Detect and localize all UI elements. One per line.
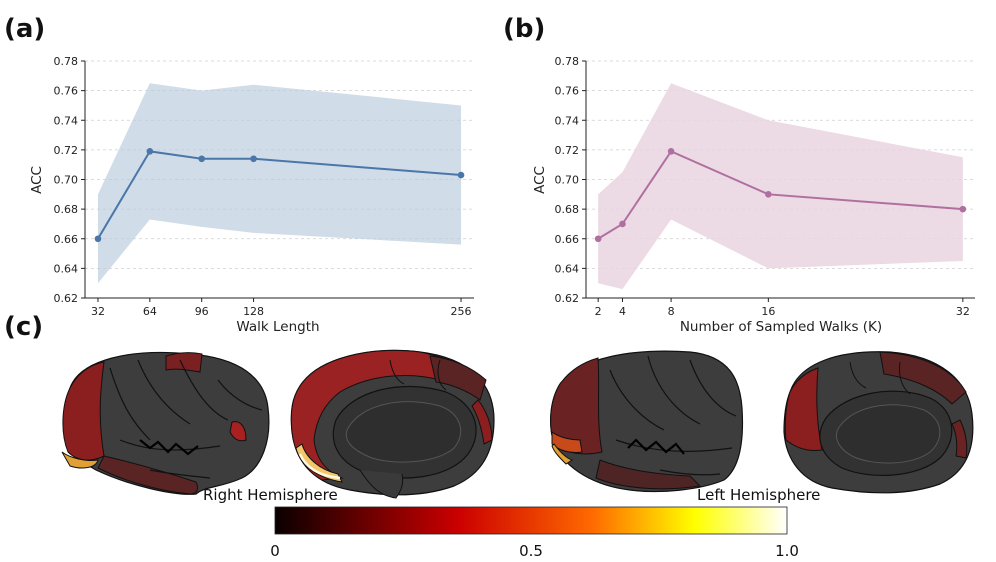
colorbar-tick-2: 1.0 bbox=[775, 542, 799, 560]
chart-b-xtick-label: 32 bbox=[956, 305, 970, 318]
panel-label-a: (a) bbox=[4, 14, 46, 44]
chart-b-xtick-label: 8 bbox=[668, 305, 675, 318]
chart-b-ytick-label: 0.68 bbox=[555, 203, 580, 216]
right-hemisphere-label: Right Hemisphere bbox=[203, 486, 338, 504]
chart-b-xtick-label: 2 bbox=[595, 305, 602, 318]
chart-a-ytick-label: 0.64 bbox=[54, 262, 79, 275]
chart-a-data-point bbox=[198, 155, 205, 163]
chart-b-data-point bbox=[667, 148, 675, 155]
chart-a-ytick-label: 0.76 bbox=[54, 85, 79, 98]
chart-b-ytick-label: 0.78 bbox=[555, 55, 580, 68]
chart-b-data-point bbox=[959, 205, 967, 213]
brain-right-lateral bbox=[61, 351, 270, 495]
chart-b-xlabel: Number of Sampled Walks (K) bbox=[680, 319, 882, 335]
chart-a-data-point bbox=[250, 155, 257, 163]
chart-b-ytick-label: 0.62 bbox=[555, 292, 580, 305]
colorbar-tick-1: 0.5 bbox=[519, 542, 543, 560]
chart-b-ytick-label: 0.74 bbox=[555, 114, 580, 127]
chart-a-xtick-label: 64 bbox=[143, 305, 157, 318]
chart-a-ytick-label: 0.78 bbox=[54, 55, 79, 68]
chart-b-data-point bbox=[619, 220, 626, 228]
brain-left-lateral bbox=[550, 350, 744, 493]
chart-a-ytick-label: 0.72 bbox=[54, 144, 79, 157]
chart-b-ytick-label: 0.64 bbox=[555, 262, 580, 275]
chart-a-xtick-label: 96 bbox=[195, 305, 209, 318]
chart-a-xtick-label: 32 bbox=[91, 305, 105, 318]
chart-a-data-point bbox=[146, 148, 154, 155]
panel-label-b: (b) bbox=[503, 14, 546, 44]
chart-a-data-point bbox=[457, 171, 465, 179]
panel-label-c: (c) bbox=[4, 312, 44, 342]
chart-b: 0.62 0.64 0.66 0.68 0.70 0.72 0.74 0.76 0.78 2 4 8… bbox=[532, 55, 975, 335]
chart-a-ylabel: ACC bbox=[29, 166, 45, 194]
colorbar bbox=[274, 506, 788, 535]
chart-b-ytick-label: 0.72 bbox=[555, 144, 580, 157]
chart-b-data-point bbox=[765, 191, 772, 198]
chart-a-ytick-label: 0.68 bbox=[54, 203, 79, 216]
chart-b-confidence-band bbox=[598, 83, 963, 290]
chart-b-xtick-label: 4 bbox=[619, 305, 626, 318]
chart-a: 0.62 0.64 0.66 0.68 0.70 0.72 0.74 0.76 0.78 32 6… bbox=[29, 55, 474, 335]
chart-a-xtick-label: 128 bbox=[243, 305, 264, 318]
brain-left-medial bbox=[783, 351, 974, 494]
left-hemisphere-label: Left Hemisphere bbox=[697, 486, 820, 504]
chart-a-ytick-label: 0.66 bbox=[54, 233, 79, 246]
chart-a-xtick-label: 256 bbox=[451, 305, 472, 318]
chart-a-ytick-label: 0.62 bbox=[54, 292, 79, 305]
chart-a-confidence-band bbox=[97, 83, 462, 284]
chart-a-xlabel: Walk Length bbox=[236, 319, 319, 335]
chart-a-ytick-label: 0.70 bbox=[54, 174, 79, 187]
brain-panel: Right Hemisphere Left Hemisphere 0 0.5 1… bbox=[61, 349, 974, 560]
brain-right-medial bbox=[290, 349, 495, 499]
chart-b-data-point bbox=[594, 235, 602, 243]
chart-b-ylabel: ACC bbox=[532, 166, 548, 194]
chart-b-ytick-label: 0.66 bbox=[555, 233, 580, 246]
chart-a-data-point bbox=[94, 235, 102, 243]
chart-b-xtick-label: 16 bbox=[761, 305, 775, 318]
chart-b-ytick-label: 0.76 bbox=[555, 85, 580, 98]
chart-b-ytick-label: 0.70 bbox=[555, 174, 580, 187]
chart-a-ytick-label: 0.74 bbox=[54, 114, 79, 127]
colorbar-tick-0: 0 bbox=[270, 542, 280, 560]
